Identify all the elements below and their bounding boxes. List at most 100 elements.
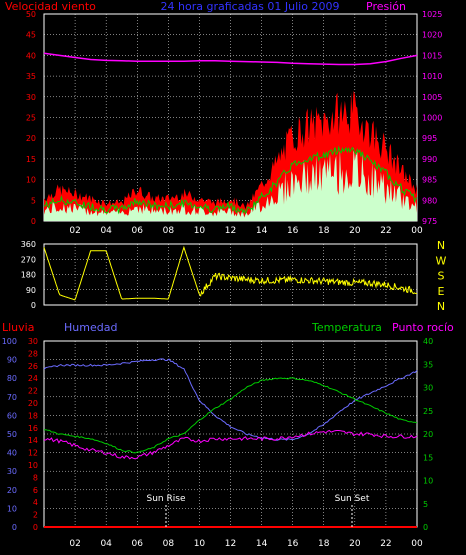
x-tick-label: 08 <box>163 539 175 549</box>
compass-label: S <box>438 270 445 283</box>
sunrise-label: Sun Rise <box>147 494 186 504</box>
y-tick-label: 70 <box>7 393 17 402</box>
y-tick-label: 10 <box>28 461 38 470</box>
y-tick-label: 30 <box>26 93 36 102</box>
y-tick-label: 270 <box>21 255 36 264</box>
x-tick-label: 16 <box>287 226 299 236</box>
wind-speed-label: Velocidad viento <box>5 0 96 13</box>
temperature-panel-plot <box>43 358 418 528</box>
x-tick-label: 14 <box>256 226 268 236</box>
y-tick-label: 40 <box>423 337 433 346</box>
y-tick-label: 25 <box>423 407 433 416</box>
y-tick-label: 985 <box>422 176 437 185</box>
y-tick-label: 100 <box>2 337 17 346</box>
y-tick-label: 20 <box>7 486 17 495</box>
dew-point-label: Punto rocío <box>392 321 454 334</box>
direction-series <box>43 245 418 301</box>
wind-panel-plot <box>43 52 418 222</box>
rain-label: Lluvia <box>2 321 34 334</box>
y-tick-label: 990 <box>422 155 437 164</box>
y-tick-label: 30 <box>7 467 17 476</box>
x-tick-label: 20 <box>349 539 361 549</box>
x-tick-label: 20 <box>349 226 361 236</box>
y-tick-label: 360 <box>21 240 36 249</box>
x-tick-label: 22 <box>380 539 391 549</box>
x-tick-label: 22 <box>380 226 391 236</box>
y-tick-label: 0 <box>31 217 36 226</box>
y-tick-label: 15 <box>423 453 433 462</box>
x-tick-label: 06 <box>132 226 144 236</box>
temperature-label: Temperatura <box>311 321 382 334</box>
x-tick-label: 18 <box>318 226 330 236</box>
x-tick-label: 12 <box>225 226 236 236</box>
y-tick-label: 60 <box>7 411 17 420</box>
x-tick-label: 08 <box>163 226 175 236</box>
x-tick-label: 02 <box>69 226 80 236</box>
x-tick-label: 10 <box>194 539 206 549</box>
y-tick-label: 18 <box>28 411 38 420</box>
y-tick-label: 50 <box>26 10 36 19</box>
y-tick-label: 0 <box>33 523 38 532</box>
y-tick-label: 45 <box>26 31 36 40</box>
x-tick-label: 04 <box>100 539 112 549</box>
average-wind-series <box>44 147 417 221</box>
temperature-series <box>43 377 418 454</box>
y-tick-label: 980 <box>422 196 437 205</box>
y-tick-label: 40 <box>26 51 36 60</box>
y-tick-label: 15 <box>26 155 36 164</box>
y-tick-label: 30 <box>423 384 433 393</box>
y-tick-label: 10 <box>423 477 433 486</box>
y-tick-label: 80 <box>7 374 17 383</box>
y-tick-label: 4 <box>33 498 38 507</box>
y-tick-label: 20 <box>26 134 36 143</box>
y-tick-label: 30 <box>28 337 38 346</box>
gust-series <box>43 145 418 215</box>
y-tick-label: 6 <box>33 486 38 495</box>
y-tick-label: 12 <box>28 449 38 458</box>
y-tick-label: 35 <box>26 72 36 81</box>
y-tick-label: 40 <box>7 449 17 458</box>
y-tick-label: 90 <box>26 286 36 295</box>
compass-label: N <box>437 239 445 252</box>
y-tick-label: 10 <box>26 176 36 185</box>
y-tick-label: 8 <box>33 473 38 482</box>
y-tick-label: 28 <box>28 349 38 358</box>
y-tick-label: 0 <box>12 523 17 532</box>
x-tick-label: 18 <box>318 539 330 549</box>
y-tick-label: 1025 <box>422 10 442 19</box>
y-tick-label: 20 <box>423 430 433 439</box>
wind-panel-axes: 0510152025303540455097598098599099510001… <box>26 10 443 236</box>
y-tick-label: 16 <box>28 424 38 433</box>
direction-panel-axes: 0 90 180 270 360 <box>21 240 418 310</box>
y-tick-label: 0 <box>31 301 36 310</box>
pressure-label: Presión <box>366 0 406 13</box>
dew-point-series <box>43 429 418 460</box>
direction-panel-plot <box>43 245 418 301</box>
compass-label: N <box>437 300 445 313</box>
y-tick-label: 14 <box>28 436 38 445</box>
x-tick-label: 10 <box>194 226 206 236</box>
y-tick-label: 24 <box>28 374 38 383</box>
y-tick-label: 90 <box>7 356 17 365</box>
y-tick-label: 180 <box>21 271 36 280</box>
y-tick-label: 1005 <box>422 93 442 102</box>
y-tick-label: 1015 <box>422 51 442 60</box>
y-tick-label: 20 <box>28 399 38 408</box>
pressure-series <box>43 52 418 66</box>
x-tick-label: 00 <box>411 226 423 236</box>
y-tick-label: 25 <box>26 114 36 123</box>
y-tick-label: 10 <box>7 504 17 513</box>
y-tick-label: 975 <box>422 217 437 226</box>
x-tick-label: 16 <box>287 539 299 549</box>
y-tick-label: 22 <box>28 387 38 396</box>
y-tick-label: 50 <box>7 430 17 439</box>
y-tick-label: 35 <box>423 360 433 369</box>
y-tick-label: 1010 <box>422 72 442 81</box>
x-tick-label: 00 <box>411 539 423 549</box>
y-tick-label: 5 <box>31 196 36 205</box>
y-tick-label: 2 <box>33 511 38 520</box>
y-tick-label: 0 <box>423 523 428 532</box>
x-tick-label: 06 <box>132 539 144 549</box>
